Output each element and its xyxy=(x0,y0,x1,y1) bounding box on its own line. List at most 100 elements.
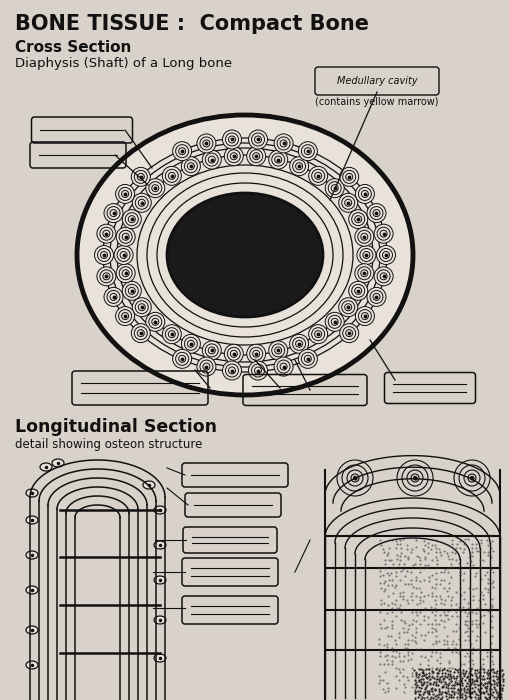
Text: Diaphysis (Shaft) of a Long bone: Diaphysis (Shaft) of a Long bone xyxy=(15,57,232,70)
Circle shape xyxy=(338,298,357,316)
Circle shape xyxy=(344,199,351,206)
Circle shape xyxy=(248,130,267,149)
Circle shape xyxy=(116,228,135,246)
Circle shape xyxy=(304,356,310,363)
Circle shape xyxy=(100,270,112,283)
Circle shape xyxy=(202,150,221,169)
Circle shape xyxy=(351,213,364,225)
Circle shape xyxy=(202,341,221,360)
Circle shape xyxy=(252,153,259,160)
Circle shape xyxy=(205,344,218,357)
Circle shape xyxy=(184,337,197,350)
Circle shape xyxy=(351,284,364,298)
Circle shape xyxy=(354,264,373,283)
Circle shape xyxy=(94,246,114,265)
Circle shape xyxy=(358,309,371,323)
Circle shape xyxy=(121,190,128,197)
Circle shape xyxy=(122,270,129,276)
Circle shape xyxy=(328,182,341,195)
Circle shape xyxy=(249,150,262,162)
Circle shape xyxy=(228,367,235,374)
Ellipse shape xyxy=(52,459,64,467)
Ellipse shape xyxy=(26,661,38,669)
Circle shape xyxy=(328,315,341,328)
Circle shape xyxy=(252,350,259,357)
Circle shape xyxy=(168,172,175,179)
Circle shape xyxy=(152,185,158,192)
Circle shape xyxy=(376,270,389,283)
Circle shape xyxy=(184,160,197,173)
Ellipse shape xyxy=(166,193,322,317)
Circle shape xyxy=(205,153,218,166)
Circle shape xyxy=(361,313,367,320)
Circle shape xyxy=(103,230,109,237)
Circle shape xyxy=(274,347,281,354)
Circle shape xyxy=(203,140,210,147)
Circle shape xyxy=(97,267,116,286)
Circle shape xyxy=(289,157,308,176)
Circle shape xyxy=(228,136,235,143)
Circle shape xyxy=(175,352,188,365)
Circle shape xyxy=(251,364,264,377)
Circle shape xyxy=(354,216,361,223)
Circle shape xyxy=(134,170,147,183)
Ellipse shape xyxy=(26,516,38,524)
Circle shape xyxy=(135,301,148,314)
Circle shape xyxy=(308,325,327,344)
Circle shape xyxy=(330,318,337,326)
Circle shape xyxy=(355,307,374,326)
Circle shape xyxy=(314,172,321,179)
Circle shape xyxy=(122,210,141,229)
Circle shape xyxy=(107,206,120,220)
Circle shape xyxy=(345,174,352,181)
Circle shape xyxy=(311,328,324,341)
Circle shape xyxy=(374,224,392,243)
Circle shape xyxy=(104,204,123,223)
Circle shape xyxy=(268,341,287,360)
Circle shape xyxy=(162,167,181,186)
Circle shape xyxy=(119,230,132,244)
Circle shape xyxy=(225,364,238,377)
Circle shape xyxy=(369,206,382,220)
Circle shape xyxy=(358,188,371,200)
Circle shape xyxy=(131,167,150,186)
Circle shape xyxy=(314,330,321,337)
Circle shape xyxy=(348,210,367,229)
Circle shape xyxy=(301,145,314,158)
Circle shape xyxy=(103,273,109,280)
Circle shape xyxy=(251,133,264,146)
Circle shape xyxy=(379,273,386,280)
Circle shape xyxy=(200,360,212,373)
Text: Longitudinal Section: Longitudinal Section xyxy=(15,418,216,436)
Circle shape xyxy=(175,145,188,158)
Text: (contains yellow marrow): (contains yellow marrow) xyxy=(315,97,438,107)
Circle shape xyxy=(149,182,161,195)
Circle shape xyxy=(110,293,117,300)
Circle shape xyxy=(342,170,355,183)
Circle shape xyxy=(295,340,302,347)
Circle shape xyxy=(114,246,133,265)
Circle shape xyxy=(292,337,305,350)
Circle shape xyxy=(222,361,241,380)
Circle shape xyxy=(308,167,327,186)
Circle shape xyxy=(168,330,175,337)
Circle shape xyxy=(165,328,178,341)
Circle shape xyxy=(107,290,120,303)
Text: BONE TISSUE :  Compact Bone: BONE TISSUE : Compact Bone xyxy=(15,14,369,34)
Circle shape xyxy=(345,330,352,337)
Circle shape xyxy=(357,267,370,280)
Circle shape xyxy=(311,169,324,182)
Circle shape xyxy=(119,188,131,200)
Circle shape xyxy=(279,363,287,370)
Circle shape xyxy=(379,230,386,237)
Circle shape xyxy=(173,141,191,161)
Circle shape xyxy=(361,190,367,197)
Circle shape xyxy=(248,361,267,380)
Circle shape xyxy=(360,233,367,240)
Circle shape xyxy=(298,349,317,368)
Circle shape xyxy=(360,270,367,276)
Circle shape xyxy=(100,251,107,258)
Circle shape xyxy=(208,156,215,163)
Circle shape xyxy=(173,349,191,368)
Circle shape xyxy=(227,150,240,162)
